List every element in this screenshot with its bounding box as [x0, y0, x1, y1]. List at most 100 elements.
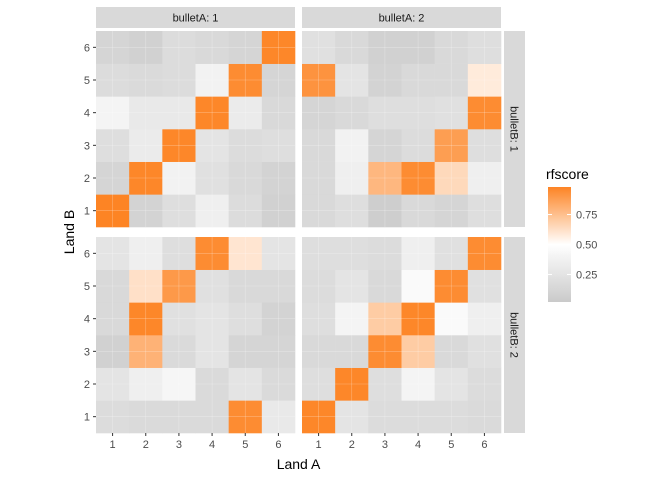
- heatmap-cell: [434, 161, 469, 195]
- heatmap-cell: [162, 400, 196, 434]
- heatmap-cell: [302, 63, 336, 97]
- heatmap-cell: [162, 161, 196, 195]
- heatmap-cell: [401, 129, 435, 162]
- heatmap-cell: [195, 129, 229, 162]
- heatmap-cell: [195, 335, 229, 368]
- heatmap-cell: [195, 194, 229, 228]
- heatmap-cell: [368, 161, 402, 195]
- heatmap-cell: [434, 302, 469, 336]
- heatmap-cell: [434, 269, 469, 303]
- heatmap-cell: [96, 335, 130, 368]
- heatmap-cell: [96, 96, 130, 130]
- y-tick-label: 5: [84, 75, 90, 87]
- heatmap-cell: [335, 400, 369, 434]
- heatmap-cell: [434, 237, 469, 270]
- heatmap-cell: [302, 302, 336, 336]
- heatmap-cell: [162, 129, 196, 162]
- column-strip-label: bulletA: 2: [379, 13, 425, 25]
- heatmap-cell: [368, 335, 402, 368]
- heatmap-cell: [401, 302, 435, 336]
- heatmap-cell: [195, 31, 229, 64]
- heatmap-cell: [261, 161, 296, 195]
- legend-break-label: 0.25: [576, 269, 597, 281]
- heatmap-cell: [96, 269, 130, 303]
- heatmap-cell: [261, 63, 296, 97]
- y-tick-label: 3: [84, 140, 90, 152]
- heatmap-cell: [228, 302, 263, 336]
- heatmap-cell: [129, 161, 163, 195]
- heatmap-cell: [129, 367, 163, 401]
- heatmap-cell: [434, 129, 469, 162]
- legend-title: rfscore: [546, 166, 589, 182]
- x-tick-label: 3: [382, 439, 388, 451]
- heatmap-cell: [335, 237, 369, 270]
- column-strip-label: bulletA: 1: [173, 13, 219, 25]
- panel-2-1: [302, 31, 502, 228]
- heatmap-cell: [368, 302, 402, 336]
- heatmap-cell: [162, 96, 196, 130]
- heatmap-cell: [162, 367, 196, 401]
- heatmap-cell: [195, 96, 229, 130]
- heatmap-cell: [368, 237, 402, 270]
- row-strip-background: [504, 237, 525, 433]
- heatmap-cell: [96, 302, 130, 336]
- heatmap-cell: [302, 335, 336, 368]
- heatmap-cell: [228, 194, 263, 228]
- heatmap-cell: [335, 96, 369, 130]
- y-tick-label: 4: [84, 314, 90, 326]
- heatmap-cell: [96, 63, 130, 97]
- heatmap-cell: [261, 237, 296, 270]
- heatmap-cell: [368, 367, 402, 401]
- heatmap-cell: [335, 63, 369, 97]
- panel-2-2: [302, 237, 502, 434]
- heatmap-cell: [228, 237, 263, 270]
- heatmap-cell: [368, 400, 402, 434]
- heatmap-cell: [335, 269, 369, 303]
- heatmap-cell: [162, 335, 196, 368]
- x-axis-title: Land A: [277, 456, 321, 472]
- heatmap-cell: [162, 63, 196, 97]
- heatmap-cell: [302, 161, 336, 195]
- heatmap-cell: [261, 96, 296, 130]
- x-tick-label: 2: [143, 439, 149, 451]
- heatmap-cell: [129, 63, 163, 97]
- heatmap-cell: [434, 367, 469, 401]
- heatmap-cell: [162, 237, 196, 270]
- panel-1-1: [96, 31, 296, 228]
- heatmap-cell: [335, 31, 369, 64]
- heatmap-cell: [434, 63, 469, 97]
- heatmap-cell: [129, 269, 163, 303]
- heatmap-cell: [467, 31, 502, 64]
- heatmap-cell: [302, 237, 336, 270]
- heatmap-cell: [401, 335, 435, 368]
- x-tick-label: 5: [448, 439, 454, 451]
- heatmap-cell: [129, 400, 163, 434]
- heatmap-cell: [228, 367, 263, 401]
- heatmap-cell: [129, 129, 163, 162]
- y-tick-label: 2: [84, 173, 90, 185]
- heatmap-cell: [228, 129, 263, 162]
- heatmap-cell: [368, 63, 402, 97]
- x-tick-label: 1: [316, 439, 322, 451]
- heatmap-cell: [96, 129, 130, 162]
- heatmap-cell: [434, 335, 469, 368]
- heatmap-cell: [195, 302, 229, 336]
- heatmap-cell: [261, 31, 296, 64]
- heatmap-cell: [261, 400, 296, 434]
- panel-1-2: [96, 237, 296, 434]
- heatmap-cell: [467, 237, 502, 270]
- heatmap-cell: [261, 129, 296, 162]
- heatmap-cell: [302, 269, 336, 303]
- heatmap-cell: [302, 194, 336, 228]
- x-tick-label: 5: [242, 439, 248, 451]
- y-tick-label: 5: [84, 281, 90, 293]
- heatmap-cell: [195, 400, 229, 434]
- heatmap-cell: [401, 269, 435, 303]
- row-strip-background: [504, 31, 525, 227]
- heatmap-cell: [96, 400, 130, 434]
- heatmap-cell: [96, 367, 130, 401]
- legend-break-label: 0.75: [576, 210, 597, 222]
- heatmap-cell: [335, 129, 369, 162]
